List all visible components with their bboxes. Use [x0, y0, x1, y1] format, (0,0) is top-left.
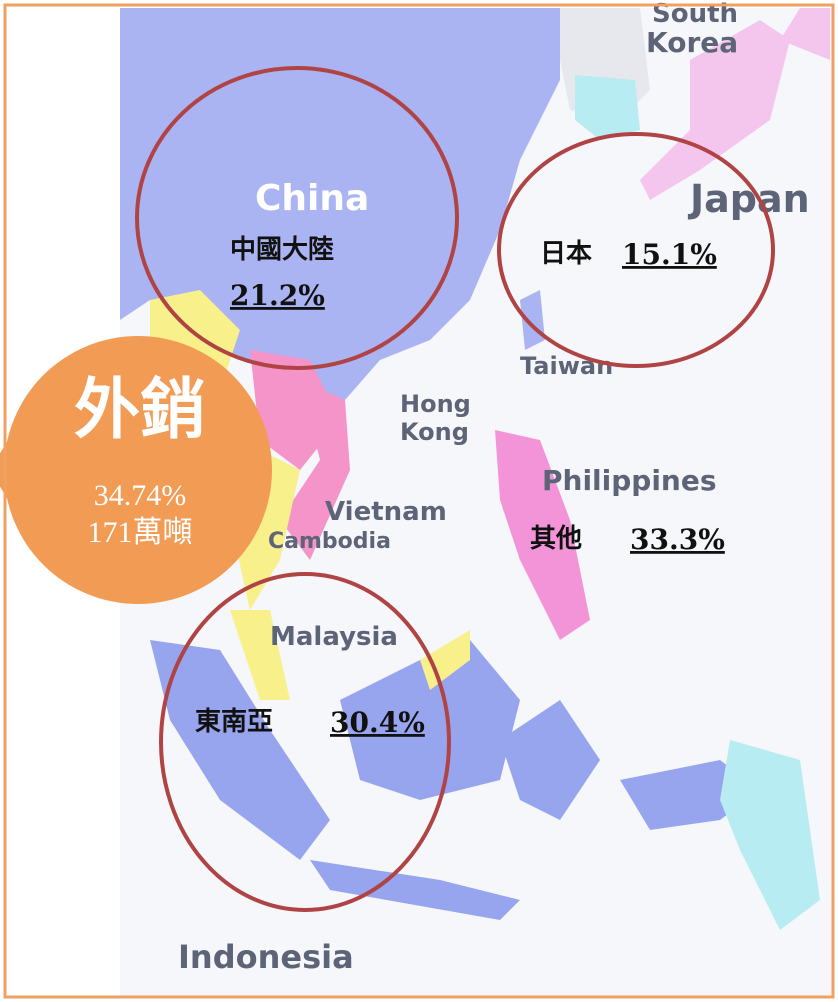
- malaysia-peninsula: [230, 610, 290, 700]
- china-land: [120, 8, 560, 400]
- korea-south: [575, 75, 640, 140]
- japan-land: [640, 20, 790, 200]
- place-label: Korea: [646, 26, 738, 59]
- badge-percent: 34.74%: [94, 479, 187, 512]
- new-guinea-east: [720, 740, 820, 930]
- place-label: China: [255, 178, 369, 219]
- place-label: Taiwan: [520, 352, 613, 380]
- taiwan-land: [520, 290, 545, 350]
- borneo-land: [340, 640, 520, 800]
- region-name: 東南亞: [195, 707, 273, 737]
- export-badge: [4, 336, 272, 604]
- region-share: 21.2%: [230, 279, 325, 312]
- region-share: 33.3%: [630, 523, 725, 556]
- badge-title: 外銷: [74, 371, 206, 448]
- place-label: Cambodia: [268, 529, 391, 554]
- place-label: Kong: [400, 418, 469, 446]
- place-label: Malaysia: [270, 622, 398, 652]
- place-label: Vietnam: [325, 497, 447, 527]
- frame: [3, 3, 835, 999]
- highlight-circle: [135, 66, 459, 370]
- region-name: 日本: [540, 239, 592, 269]
- java-land: [310, 860, 520, 920]
- badge-volume: 171萬噸: [88, 516, 193, 549]
- sumatra-land: [150, 640, 330, 860]
- place-label: Hong: [400, 390, 471, 418]
- sulawesi-land: [500, 700, 600, 820]
- hokkaido: [780, 8, 830, 60]
- vietnam-land: [280, 380, 350, 560]
- region-share: 15.1%: [622, 238, 717, 271]
- place-label: Indonesia: [178, 938, 354, 976]
- philippines-land: [495, 430, 590, 640]
- highlight-circle: [497, 132, 775, 368]
- place-label: Philippines: [542, 464, 717, 497]
- malaysia-borneo: [420, 630, 470, 690]
- region-share: 30.4%: [330, 706, 425, 739]
- region-name: 其他: [530, 524, 582, 554]
- highlight-circle: [159, 572, 451, 912]
- region-name: 中國大陸: [230, 235, 334, 265]
